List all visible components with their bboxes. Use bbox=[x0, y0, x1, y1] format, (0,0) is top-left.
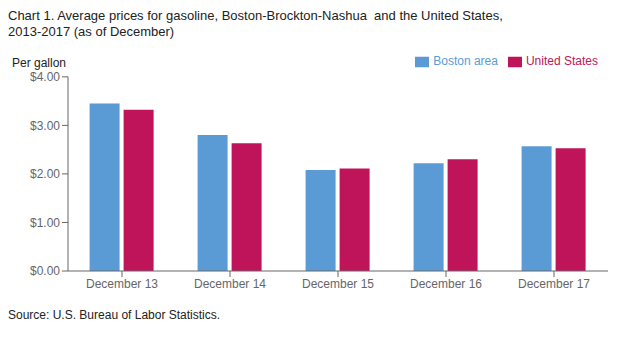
svg-text:December 13: December 13 bbox=[86, 277, 158, 291]
html-text:Boston area: Boston area bbox=[433, 54, 498, 68]
html-text:Per gallon: Per gallon bbox=[12, 56, 66, 70]
svg-text:December 17: December 17 bbox=[518, 277, 590, 291]
svg-text:$0.00: $0.00 bbox=[30, 264, 60, 278]
svg-text:$3.00: $3.00 bbox=[30, 119, 60, 133]
svg-text:$4.00: $4.00 bbox=[30, 70, 60, 84]
svg-text:$1.00: $1.00 bbox=[30, 216, 60, 230]
svg-text:$2.00: $2.00 bbox=[30, 167, 60, 181]
svg-text:December 16: December 16 bbox=[410, 277, 482, 291]
html-text:Source: U.S. Bureau of Labor S: Source: U.S. Bureau of Labor Statistics. bbox=[8, 308, 221, 322]
html-text:Chart 1. Average prices for ga: Chart 1. Average prices for gasoline, Bo… bbox=[8, 8, 503, 23]
html-text:2013-2017 (as of December): 2013-2017 (as of December) bbox=[8, 24, 175, 39]
svg-text:December 15: December 15 bbox=[302, 277, 374, 291]
svg-text:December 14: December 14 bbox=[194, 277, 266, 291]
html-text:United States: United States bbox=[526, 54, 598, 68]
